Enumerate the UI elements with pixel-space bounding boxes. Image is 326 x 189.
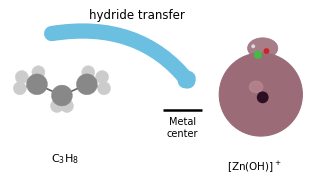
Ellipse shape [60,99,73,112]
Ellipse shape [247,38,278,59]
Ellipse shape [249,81,263,93]
Ellipse shape [97,82,111,95]
Ellipse shape [264,48,269,54]
Ellipse shape [254,51,262,59]
Ellipse shape [76,74,97,95]
Text: $\mathregular{C_3H_8}$: $\mathregular{C_3H_8}$ [51,153,79,166]
FancyArrowPatch shape [52,31,188,81]
Ellipse shape [82,66,95,79]
Text: Metal
center: Metal center [167,117,198,139]
Ellipse shape [258,92,268,103]
Ellipse shape [15,70,28,84]
Ellipse shape [26,74,48,95]
Ellipse shape [219,53,303,136]
Ellipse shape [96,70,109,84]
Ellipse shape [252,45,255,48]
Ellipse shape [52,85,72,106]
Ellipse shape [13,82,26,95]
Ellipse shape [32,66,45,79]
Text: $\mathregular{[Zn(OH)]^+}$: $\mathregular{[Zn(OH)]^+}$ [227,159,282,174]
Text: hydride transfer: hydride transfer [89,9,185,22]
Ellipse shape [51,99,64,112]
